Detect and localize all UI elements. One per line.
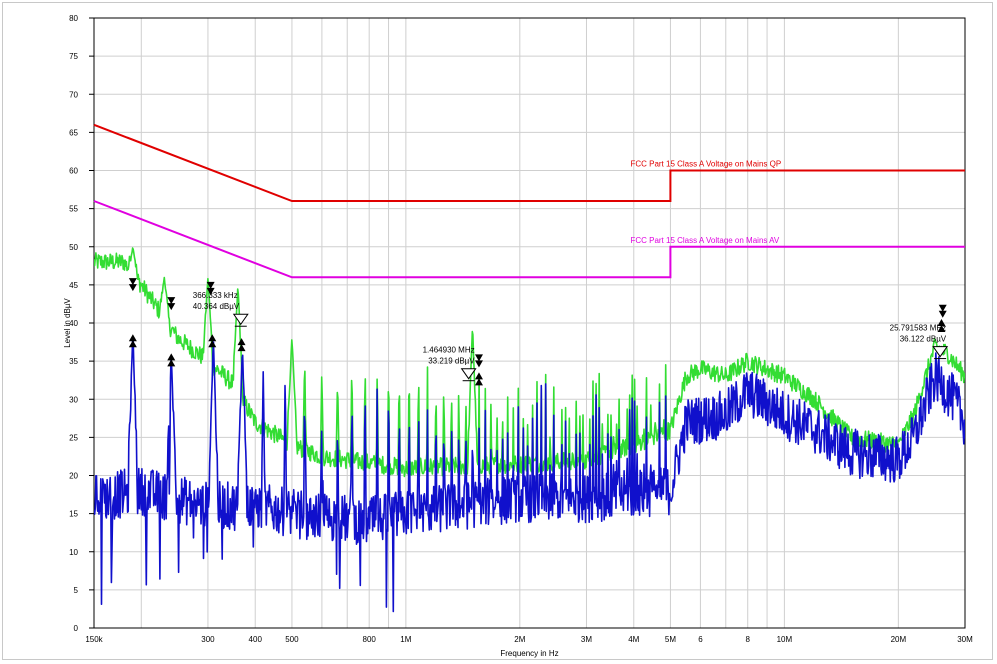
- x-tick-label: 30M: [957, 635, 973, 644]
- y-tick-label: 0: [74, 624, 79, 633]
- x-tick-label: 8: [745, 635, 750, 644]
- y-tick-label: 15: [69, 510, 78, 519]
- y-tick-label: 65: [69, 128, 78, 137]
- y-tick-label: 55: [69, 205, 78, 214]
- marker-annotation-text: 1.464930 MHz: [423, 346, 475, 355]
- x-tick-label: 20M: [891, 635, 907, 644]
- series-line-average: [94, 338, 965, 613]
- x-tick-label: 400: [249, 635, 263, 644]
- x-tick-label: 1M: [400, 635, 411, 644]
- y-axis-title: Level in dBµV: [63, 298, 72, 348]
- x-tick-label: 800: [363, 635, 377, 644]
- limit-line-av: [93, 200, 965, 279]
- x-tick-label: 500: [285, 635, 299, 644]
- x-tick-label: 2M: [514, 635, 525, 644]
- marker-up: [128, 334, 137, 348]
- marker-down: [206, 281, 215, 295]
- y-tick-label: 10: [69, 548, 78, 557]
- y-tick-label: 75: [69, 52, 78, 61]
- markers: [128, 278, 949, 386]
- marker-up: [237, 338, 246, 352]
- marker-selected: [460, 368, 477, 380]
- y-tick-label: 70: [69, 90, 78, 99]
- marker-up: [167, 353, 176, 367]
- traces: [94, 247, 965, 613]
- marker-annotation-text: 366.333 kHz: [193, 291, 238, 300]
- y-tick-label: 20: [69, 472, 78, 481]
- marker-up: [474, 372, 483, 386]
- series-line-peak: [94, 247, 965, 478]
- marker-annotation-text: 25.791583 MHz: [890, 324, 946, 333]
- x-tick-label: 3M: [581, 635, 592, 644]
- marker-down: [128, 278, 137, 292]
- x-tick-label: 6: [698, 635, 703, 644]
- marker-annotation-text: 36.122 dBµV: [900, 335, 947, 344]
- x-tick-label: 10M: [777, 635, 793, 644]
- marker-selected: [932, 346, 949, 358]
- limit-label-qp: FCC Part 15 Class A Voltage on Mains QP: [630, 160, 781, 169]
- y-tick-label: 5: [74, 586, 79, 595]
- marker-selected: [232, 313, 249, 326]
- y-tick-label: 60: [69, 167, 78, 176]
- y-tick-label: 30: [69, 395, 78, 404]
- x-tick-label: 5M: [665, 635, 676, 644]
- x-tick-label: 4M: [628, 635, 639, 644]
- marker-up: [937, 319, 946, 332]
- marker-up: [208, 334, 217, 348]
- y-tick-label: 50: [69, 243, 78, 252]
- marker-down: [938, 304, 947, 318]
- limit-label-av: FCC Part 15 Class A Voltage on Mains AV: [630, 236, 779, 245]
- x-tick-label: 300: [201, 635, 215, 644]
- x-axis-title: Frequency in Hz: [500, 649, 558, 658]
- y-tick-label: 45: [69, 281, 78, 290]
- x-tick-label: 150k: [85, 635, 103, 644]
- y-tick-label: 25: [69, 433, 78, 442]
- y-tick-label: 40: [69, 319, 78, 328]
- limit-line-qp: [93, 123, 965, 202]
- y-tick-label: 35: [69, 357, 78, 366]
- marker-annotation-text: 40.364 dBµV: [193, 302, 240, 311]
- marker-down: [474, 354, 483, 368]
- marker-annotation-text: 33.219 dBµV: [428, 357, 475, 366]
- marker-down: [167, 297, 176, 311]
- y-tick-label: 80: [69, 14, 78, 23]
